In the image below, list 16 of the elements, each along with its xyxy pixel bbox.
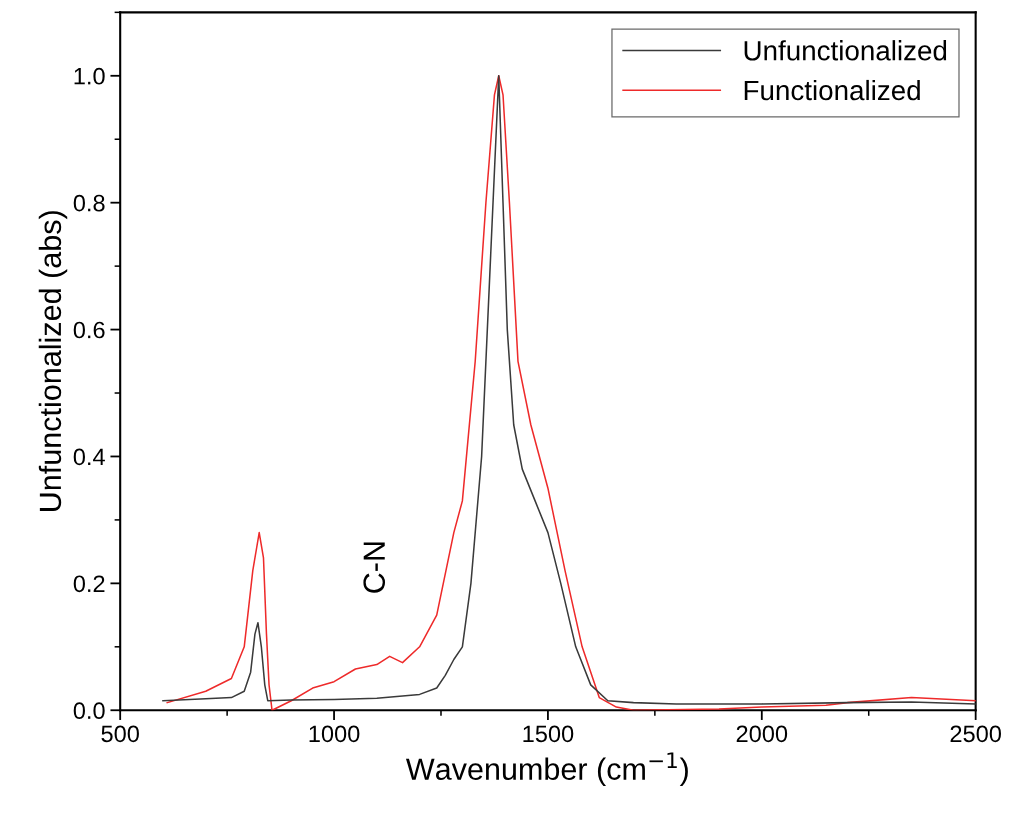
y-tick-label: 0.6 xyxy=(73,321,105,339)
x-tick-label: 2500 xyxy=(950,725,1001,743)
y-tick-label: 1.0 xyxy=(74,67,105,85)
x-tick-label: 1000 xyxy=(309,725,360,743)
y-tick-label: 0.4 xyxy=(73,448,105,466)
x-axis-title: Wavenumber (cm$^{−1}$) xyxy=(405,752,688,787)
text: 0.0 xyxy=(73,702,105,720)
x-tick-label: 1500 xyxy=(523,725,574,743)
annotation: C-N xyxy=(363,542,386,593)
legend-label: Unfunctionalized xyxy=(744,40,947,61)
y-tick-label: 0.8 xyxy=(73,194,105,212)
x-tick-label: 2000 xyxy=(736,725,788,743)
legend-label: Functionalized xyxy=(744,79,920,101)
y-tick-label: 0.2 xyxy=(73,575,105,593)
y-axis-title: Unfunctionalized (abs) xyxy=(38,211,68,511)
x-tick-label: 500 xyxy=(101,725,139,743)
